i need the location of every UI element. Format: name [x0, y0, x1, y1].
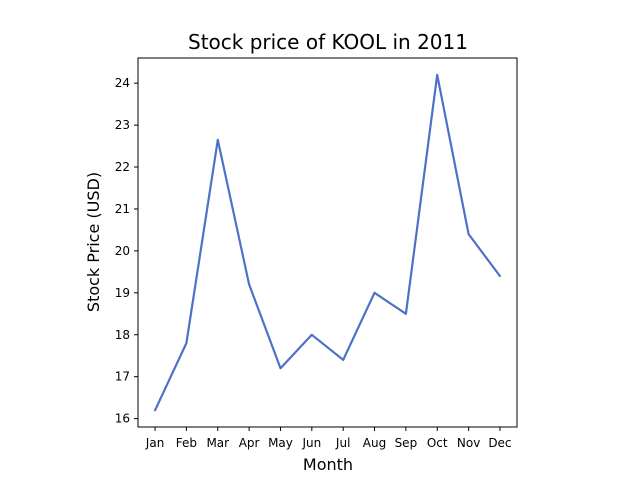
series-line	[154, 73, 501, 412]
chart-title: Stock price of KOOL in 2011	[188, 30, 468, 54]
x-tick-label: Mar	[206, 436, 229, 450]
y-axis-title: Stock Price (USD)	[84, 172, 103, 312]
series-layer	[154, 73, 501, 412]
x-tick-label: Nov	[457, 436, 480, 450]
y-tick-label: 20	[115, 244, 130, 258]
x-axis: Jan Feb Mar Apr May Jun Jul Aug Sep Oct Nov Dec	[145, 427, 512, 450]
y-tick-label: 23	[115, 118, 130, 132]
x-tick-label: Feb	[176, 436, 197, 450]
y-tick-label: 22	[115, 160, 130, 174]
y-tick-label: 21	[115, 202, 130, 216]
x-tick-label: Dec	[488, 436, 511, 450]
x-tick-label: Aug	[363, 436, 386, 450]
x-tick-label: Oct	[427, 436, 448, 450]
y-tick-label: 18	[115, 328, 130, 342]
x-tick-label: May	[268, 436, 293, 450]
y-tick-label: 24	[115, 76, 130, 90]
x-axis-title: Month	[303, 455, 353, 474]
x-tick-label: Apr	[239, 436, 260, 450]
plot-area	[137, 57, 518, 428]
plot-frame	[137, 57, 518, 428]
x-tick-label: Jan	[145, 436, 165, 450]
y-tick-label: 16	[115, 412, 130, 426]
y-tick-label: 17	[115, 370, 130, 384]
y-axis: 16 17 18 19 20 21 22 23 24	[115, 76, 138, 426]
x-tick-label: Sep	[395, 436, 418, 450]
y-tick-label: 19	[115, 286, 130, 300]
x-tick-label: Jul	[335, 436, 350, 450]
x-tick-label: Jun	[301, 436, 321, 450]
